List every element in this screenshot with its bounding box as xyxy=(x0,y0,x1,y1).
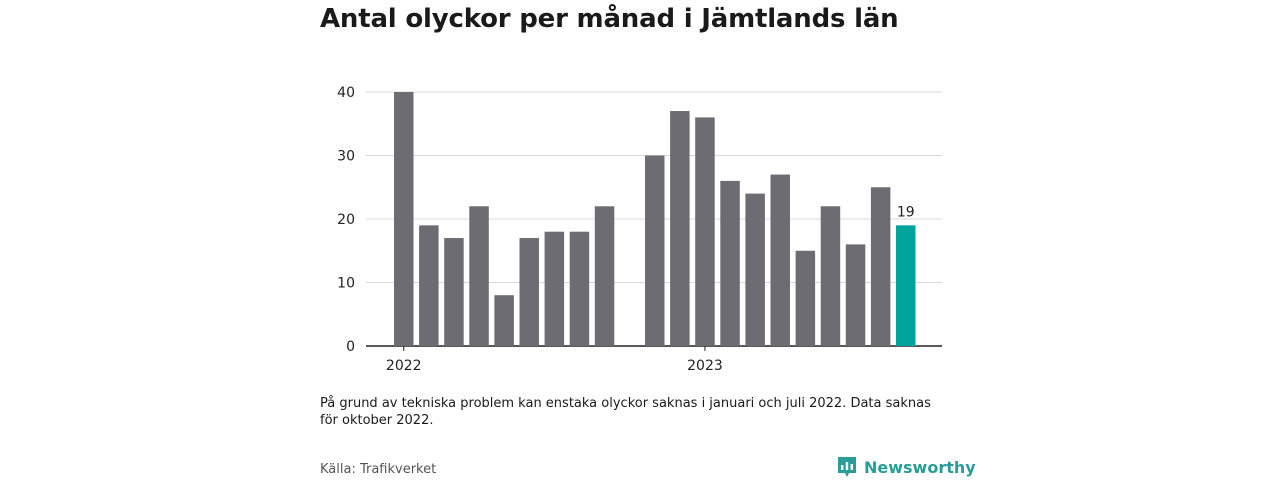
bar xyxy=(544,231,565,346)
bar xyxy=(594,206,615,346)
chart-note: På grund av tekniska problem kan enstaka… xyxy=(320,396,931,428)
bar xyxy=(494,295,514,346)
bar xyxy=(569,231,590,346)
y-tick-label: 0 xyxy=(346,339,355,355)
bar xyxy=(469,206,489,346)
bar xyxy=(519,238,539,346)
y-tick-label: 40 xyxy=(337,85,355,101)
y-tick-label: 30 xyxy=(337,149,355,165)
brand-name: Newsworthy xyxy=(864,457,976,477)
y-tick-label: 10 xyxy=(337,276,355,292)
bar xyxy=(695,117,715,347)
bar xyxy=(795,250,816,346)
x-tick-label: 2022 xyxy=(386,358,422,374)
bar xyxy=(444,238,464,346)
bars xyxy=(394,92,916,347)
bar xyxy=(896,225,916,346)
bar xyxy=(770,174,790,346)
bar xyxy=(820,206,841,346)
bar xyxy=(720,180,740,346)
bar xyxy=(394,92,414,346)
y-tick-label: 20 xyxy=(337,212,355,228)
brand-logo[interactable]: Newsworthy xyxy=(836,455,976,479)
bar xyxy=(845,244,866,346)
bar xyxy=(870,187,891,346)
chart-title: Antal olyckor per månad i Jämtlands län xyxy=(320,4,899,34)
bar xyxy=(745,193,765,346)
source-text: Källa: Trafikverket xyxy=(320,462,437,477)
bar xyxy=(670,111,690,346)
bar xyxy=(419,225,439,346)
labels: 0 10 20 30 40 2022 2023 19 xyxy=(337,85,914,374)
x-tick-label: 2023 xyxy=(687,358,723,374)
bar xyxy=(645,155,665,346)
newsworthy-icon xyxy=(838,457,856,477)
highlight-value-label: 19 xyxy=(897,204,915,220)
